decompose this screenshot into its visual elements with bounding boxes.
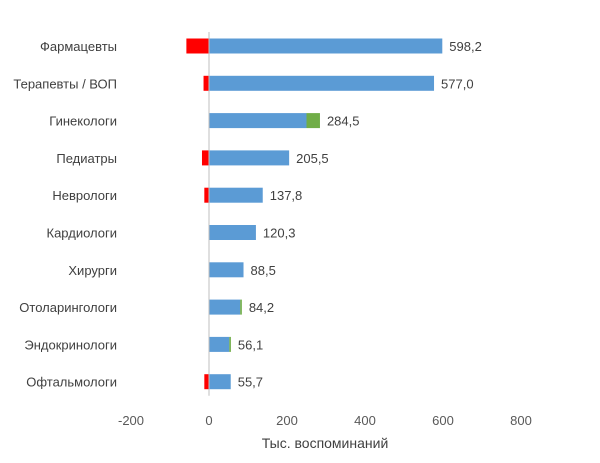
bar-segment-3-10 (204, 374, 209, 390)
category-label: Гинекологи (49, 114, 117, 129)
category-label: Терапевты / ВОП (13, 76, 117, 91)
data-label: 205,5 (296, 151, 329, 166)
x-tick-label: -200 (118, 413, 144, 428)
data-label: 577,0 (441, 76, 474, 91)
x-tick-label: 400 (354, 413, 376, 428)
x-tick-label: 200 (276, 413, 298, 428)
category-label: Офтальмологи (26, 375, 117, 390)
data-label: 84,2 (249, 300, 274, 315)
bar-segment-1-6 (209, 225, 256, 240)
bar-segment-3-1 (186, 38, 209, 54)
x-tick-label: 600 (432, 413, 454, 428)
data-label: 598,2 (449, 39, 482, 54)
bar-segment-1-5 (209, 187, 263, 203)
data-label: 120,3 (263, 226, 296, 241)
bar-segment-2-3 (306, 113, 320, 129)
data-label: 55,7 (238, 375, 263, 390)
bar-segment-1-8 (209, 299, 241, 315)
data-label: 56,1 (238, 337, 263, 352)
category-label: Кардиологи (47, 226, 118, 241)
category-label: Отоларингологи (19, 300, 117, 315)
x-axis-title: Тыс. воспоминаний (262, 435, 389, 451)
bar-segment-1-7 (209, 262, 244, 278)
bar-segment-1-10 (209, 374, 231, 390)
data-label: 137,8 (270, 188, 303, 203)
x-axis-tick-labels: -200 0 200 400 600 800 (118, 413, 532, 428)
x-tick-label: 0 (205, 413, 212, 428)
category-label: Хирурги (68, 263, 117, 278)
bar-segment-3-2 (203, 75, 209, 91)
data-label: 284,5 (327, 114, 360, 129)
bar-segment-2-8 (240, 299, 242, 315)
category-label: Педиатры (56, 151, 117, 166)
data-labels: 598,2 577,0 284,5 205,5 137,8 120,3 88,5 84,2 56… (238, 39, 482, 390)
bar-segment-1-9 (209, 336, 230, 352)
bar-segment-1-1 (209, 38, 443, 54)
category-label: Неврологи (52, 188, 117, 203)
bar-segment-1-3 (209, 113, 307, 129)
category-labels: Фармацевты Терапевты / ВОП Гинекологи Педиа… (13, 39, 117, 390)
category-label: Эндокринологи (24, 337, 117, 352)
category-label: Фармацевты (40, 39, 117, 54)
bar-segment-1-2 (209, 75, 435, 91)
bar-segment-2-9 (229, 336, 231, 352)
data-label: 88,5 (251, 263, 276, 278)
x-tick-label: 800 (510, 413, 532, 428)
bar-segment-1-4 (209, 150, 290, 166)
bars-layer (186, 38, 443, 390)
bar-segment-3-4 (201, 150, 209, 166)
bar-segment-3-5 (204, 187, 209, 203)
